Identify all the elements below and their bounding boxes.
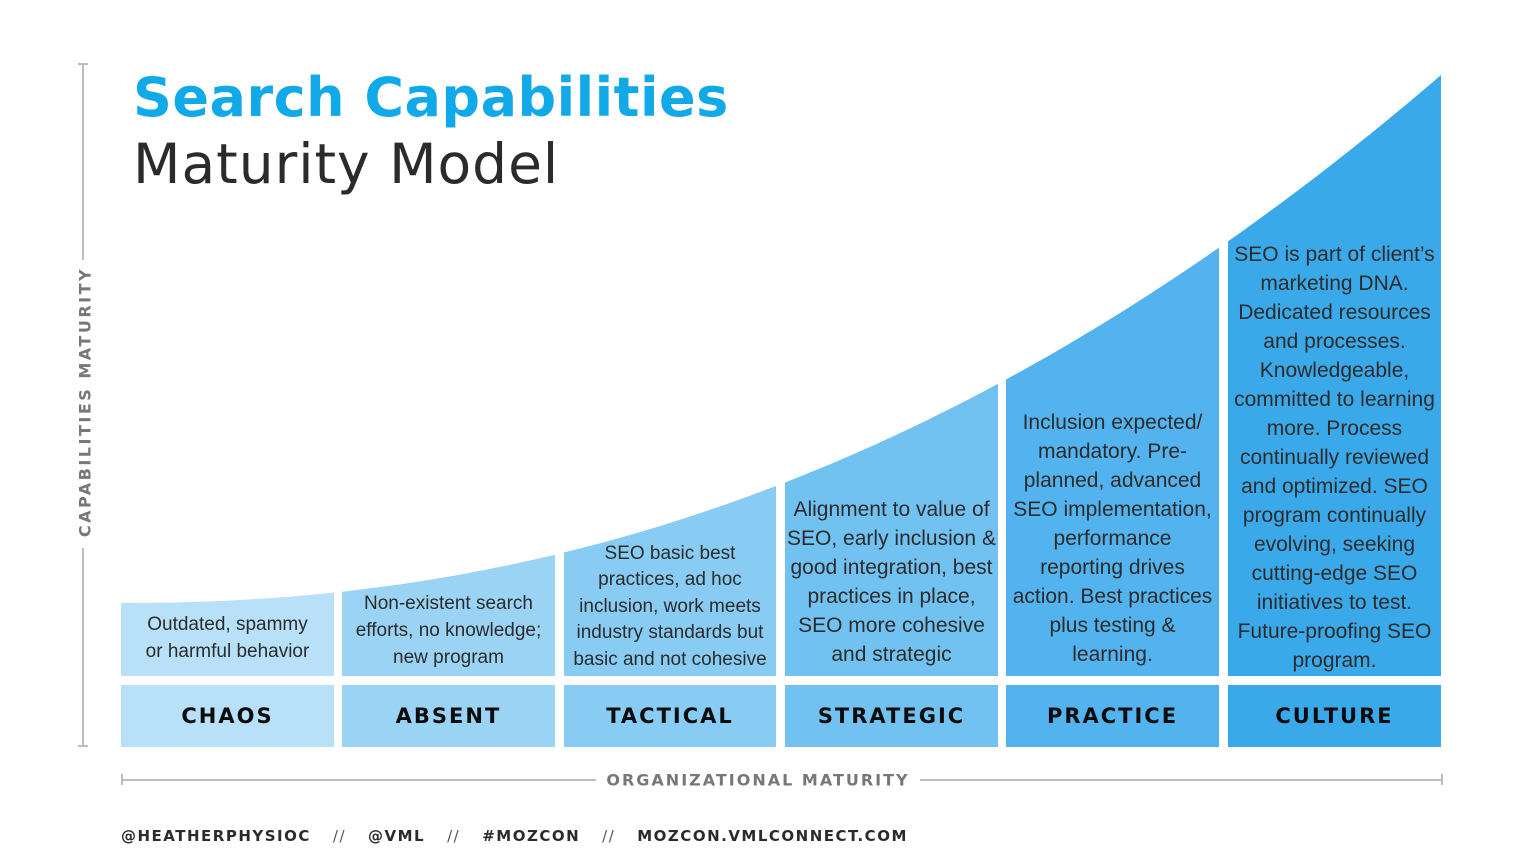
title-line-2: Maturity Model (133, 132, 560, 196)
stage-description-line: new program (393, 647, 504, 668)
stage-description-practice: Inclusion expected/mandatory. Pre-planne… (1006, 400, 1219, 676)
stage-description-line: mandatory. Pre- (1038, 439, 1187, 463)
stage-description-line: good integration, best (790, 556, 993, 579)
stage-label-strategic: STRATEGIC (785, 685, 998, 747)
stage-description-line: Non-existent search (364, 593, 533, 614)
stage-description-line: learning. (1072, 642, 1153, 666)
stage-description-line: practices in place, (807, 585, 976, 608)
footer-item: MOZCON.VMLCONNECT.COM (637, 827, 908, 845)
stage-description-line: Dedicated resources (1238, 300, 1431, 324)
stage-description-line: basic and not cohesive (573, 648, 767, 670)
stage-description-line: SEO is part of client’s (1234, 242, 1435, 266)
stage-description-line: reporting drives (1040, 555, 1185, 579)
stage-column-culture (1228, 75, 1441, 676)
stage-description-line: practices, ad hoc (598, 569, 742, 591)
title-line-1: Search Capabilities (133, 66, 729, 129)
stage-description-absent: Non-existent search efforts, no knowledge… (342, 585, 555, 676)
stage-description-line: evolving, seeking (1253, 532, 1416, 556)
stage-description-line: performance (1053, 526, 1172, 550)
stage-description-line: action. Best practices (1012, 584, 1213, 608)
stage-column-tactical (564, 486, 776, 676)
stage-label-culture: CULTURE (1228, 685, 1441, 747)
footer-item: @HEATHERPHYSIOC (121, 827, 311, 845)
stage-column-strategic (785, 383, 998, 676)
footer-separator: // (602, 827, 616, 845)
footer-separator: // (447, 827, 461, 845)
y-axis-bottom-cap (78, 745, 88, 747)
stage-column-practice (1006, 247, 1219, 676)
stage-description-line: SEO more cohesive (798, 614, 985, 637)
footer-item: @VML (368, 827, 426, 845)
stage-description-line: SEO basic best (604, 542, 736, 564)
stage-label-chaos: CHAOS (121, 685, 334, 747)
stage-description-line: initiatives to test. (1256, 590, 1413, 614)
footer-separator: // (332, 827, 346, 845)
stage-label-practice: PRACTICE (1006, 685, 1219, 747)
stage-label-tactical: TACTICAL (564, 685, 776, 747)
x-axis-label: ORGANIZATIONAL MATURITY (606, 770, 910, 790)
stage-description-line: planned, advanced (1023, 468, 1202, 492)
stage-description-line: industry standards but (576, 622, 764, 644)
stage-description-line: program. (1292, 648, 1377, 672)
stage-column-absent (342, 554, 555, 676)
footer-item: #MOZCON (482, 827, 581, 845)
stage-description-line: Outdated, spammy (147, 614, 308, 635)
stage-description-line: or harmful behavior (145, 641, 310, 662)
stage-description-line: Alignment to value of (793, 498, 990, 521)
stage-description-line: inclusion, work meets (579, 595, 761, 617)
stage-description-line: and strategic (831, 643, 952, 666)
x-axis-right-cap (1441, 774, 1443, 785)
stage-description-line: and processes. (1263, 329, 1406, 353)
stage-description-line: more. Process (1266, 416, 1403, 440)
stage-description-line: cutting-edge SEO (1251, 561, 1418, 585)
y-axis-line-upper (82, 64, 84, 260)
stage-description-line: and optimized. SEO (1241, 474, 1428, 498)
stage-description-tactical: SEO basic best practices, ad hoc inclusion… (564, 538, 776, 676)
stage-description-strategic: Alignment to value of SEO, early inclusio… (785, 488, 998, 676)
stage-description-line: Knowledgeable, (1259, 358, 1410, 382)
stage-description-line: continually reviewed (1239, 445, 1430, 469)
x-axis-line-left (122, 779, 596, 781)
stage-description-line: Inclusion expected/ (1022, 410, 1203, 434)
stage-label-absent: ABSENT (342, 685, 555, 747)
footer: @HEATHERPHYSIOC // @VML // #MOZCON // MOZCON.V… (121, 827, 908, 845)
stage-description-line: SEO, early inclusion & (787, 527, 996, 550)
stage-description-line: Future-proofing SEO (1237, 619, 1432, 643)
stage-description-line: committed to learning (1234, 387, 1435, 411)
stage-description-line: program continually (1242, 503, 1427, 527)
stage-description-culture: SEO is part of client’s marketing DNA. Ded… (1228, 238, 1441, 676)
stage-description-line: marketing DNA. (1260, 271, 1409, 295)
y-axis-line-lower (82, 548, 84, 746)
stage-column-chaos (121, 592, 334, 676)
x-axis-line-right (920, 779, 1442, 781)
stage-description-line: plus testing & (1049, 613, 1176, 637)
stage-description-chaos: Outdated, spammy or harmful behavior (121, 600, 334, 676)
stage-description-line: SEO implementation, (1013, 497, 1212, 521)
stage-description-line: efforts, no knowledge; (355, 620, 542, 641)
